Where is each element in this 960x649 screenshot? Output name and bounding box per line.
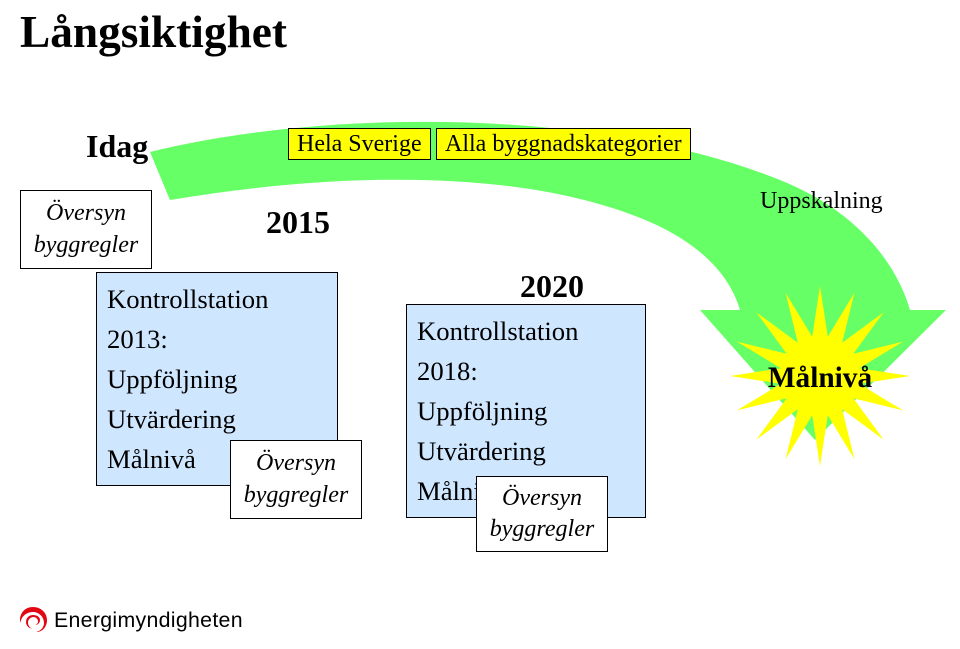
label-year-2015: 2015 (266, 204, 330, 241)
box-oversyn-byggregler-3: Översyn byggregler (476, 476, 608, 552)
tag-hela-sverige: Hela Sverige (288, 128, 431, 160)
box-oversyn-byggregler-2: Översyn byggregler (230, 440, 362, 519)
k2018-line2: Utvärdering (417, 431, 635, 471)
logo-energimyndigheten: Energimyndigheten (18, 605, 243, 635)
box-oversyn2-line2: byggregler (241, 479, 351, 511)
k2018-heading: Kontrollstation 2018: (417, 311, 635, 391)
page-title: Långsiktighet (20, 6, 287, 58)
logo-swirl-icon (18, 605, 48, 635)
k2018-line1: Uppföljning (417, 391, 635, 431)
label-malniva-star: Målnivå (760, 362, 880, 395)
k2013-heading: Kontrollstation 2013: (107, 279, 327, 359)
label-year-2020: 2020 (520, 268, 584, 305)
tag-alla-byggnadskategorier: Alla byggnadskategorier (436, 128, 691, 160)
label-uppskalning: Uppskalning (760, 188, 883, 215)
box-oversyn1-line1: Översyn (31, 197, 141, 229)
logo-text: Energimyndigheten (54, 608, 243, 633)
box-oversyn3-line2: byggregler (487, 514, 597, 545)
box-oversyn2-line1: Översyn (241, 447, 351, 479)
box-oversyn1-line2: byggregler (31, 229, 141, 261)
k2013-line1: Uppföljning (107, 359, 327, 399)
box-oversyn-byggregler-1: Översyn byggregler (20, 190, 152, 269)
slide-stage: Långsiktighet Idag Hela Sverige Alla byg… (0, 0, 960, 649)
k2013-line2: Utvärdering (107, 399, 327, 439)
label-idag: Idag (86, 128, 148, 165)
box-oversyn3-line1: Översyn (487, 483, 597, 514)
